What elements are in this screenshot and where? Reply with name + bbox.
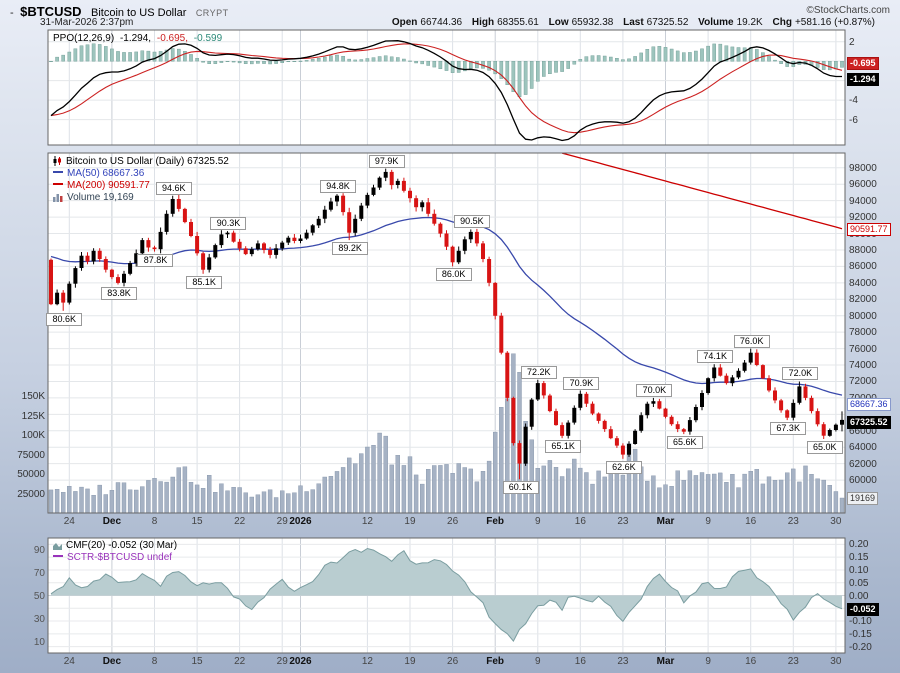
ma200-legend-row: MA(200) 90591.77 [53,180,229,192]
main-chart-title: Bitcoin to US Dollar (Daily) 67325.52 [66,156,229,167]
high-value: 68355.61 [497,17,539,28]
ma200-label: MA(200) 90591.77 [67,180,150,191]
area-chart-icon [53,542,62,550]
ma50-line-marker [53,170,63,173]
low-label: Low [548,17,569,28]
cmf-title: CMF(20) -0.052 (30 Mar) [66,540,178,551]
ma50-label: MA(50) 68667.36 [67,168,145,179]
ticker-symbol: $BTCUSD [20,4,82,19]
chg-value: +581.16 (+0.87%) [794,17,875,28]
high-label: High [471,17,495,28]
ticker-exchange: CRYPT [195,8,229,18]
quote-summary: Open 66744.36 High 68355.61 Low 65932.38 La… [385,17,875,28]
volume-legend-row: Volume 19,169 [53,192,229,204]
main-legend: Bitcoin to US Dollar (Daily) 67325.52 MA… [53,156,229,204]
ppo-legend-title: PPO(12,26,9) [53,33,115,44]
ma50-legend-row: MA(50) 68667.36 [53,168,229,180]
volume-bars-icon [53,193,63,202]
header-dash: - [10,7,14,19]
ppo-value: -1.294, [119,33,152,44]
candlestick-icon [53,156,61,167]
cmf-legend-title-row: CMF(20) -0.052 (30 Mar) [53,540,177,552]
last-value: 67325.52 [646,17,689,28]
stockcharts-copyright: ©StockCharts.com [806,5,890,16]
volume-value: 19.2K [736,17,763,28]
open-label: Open [391,17,418,28]
quote-row: 31-Mar-2026 2:37pm Open 66744.36 High 6835… [40,17,890,30]
chg-label: Chg [772,17,792,28]
ticker-name: Bitcoin to US Dollar [90,7,187,19]
volume-label: Volume [698,17,734,28]
ppo-hist-value: -0.599 [193,33,223,44]
ppo-legend: PPO(12,26,9) -1.294, -0.695, -0.599 [53,33,225,44]
sctr-line-marker [53,554,63,557]
last-label: Last [623,17,644,28]
chart-header: - $BTCUSD Bitcoin to US Dollar CRYPT ©St… [10,3,890,19]
sctr-label: SCTR-$BTCUSD undef [67,552,173,563]
volume-overlay-label: Volume 19,169 [67,192,134,203]
open-value: 66744.36 [420,17,463,28]
sctr-legend-row: SCTR-$BTCUSD undef [53,552,177,564]
ppo-signal-value: -0.695, [156,33,188,44]
main-legend-title-row: Bitcoin to US Dollar (Daily) 67325.52 [53,156,229,168]
chart-datetime: 31-Mar-2026 2:37pm [40,17,134,28]
ma200-line-marker [53,182,63,185]
low-value: 65932.38 [571,17,614,28]
cmf-legend: CMF(20) -0.052 (30 Mar) SCTR-$BTCUSD und… [53,540,177,564]
